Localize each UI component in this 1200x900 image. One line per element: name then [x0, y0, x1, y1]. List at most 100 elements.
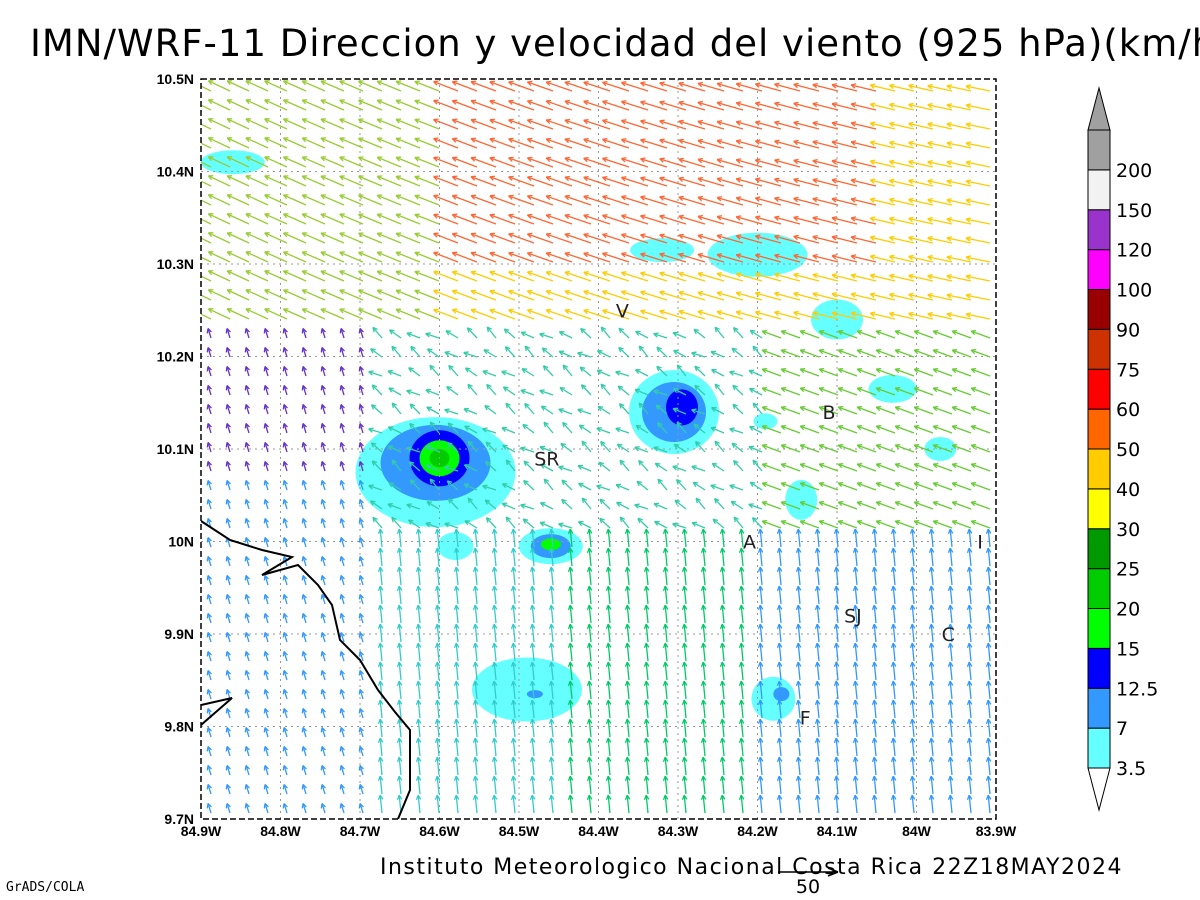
wind-vector-head — [662, 547, 669, 554]
wind-vector-head — [225, 594, 231, 600]
wind-vector — [911, 757, 915, 776]
wind-vector — [911, 719, 915, 738]
wind-vector-head — [837, 481, 844, 488]
wind-vector — [321, 651, 326, 662]
wind-vector — [856, 444, 877, 453]
wind-vector-head — [678, 233, 684, 240]
wind-vector — [946, 199, 972, 206]
wind-vector — [302, 632, 307, 643]
wind-vector-head — [434, 699, 441, 706]
wind-vector-head — [567, 604, 574, 611]
wind-vector-head — [713, 498, 720, 504]
wind-vector-head — [681, 604, 688, 611]
wind-vector-head — [795, 585, 802, 592]
wind-vector — [780, 368, 801, 377]
wind-vector-head — [508, 99, 514, 105]
wind-vector — [602, 214, 630, 225]
wind-vector — [558, 408, 573, 415]
wind-vector-head — [951, 386, 958, 393]
wind-vector — [797, 795, 801, 814]
wind-vector — [892, 757, 896, 776]
wind-vector-head — [301, 670, 307, 676]
wind-vector-head — [244, 423, 250, 429]
wind-vector — [395, 118, 421, 130]
colorbar-label: 20 — [1116, 599, 1140, 621]
wind-vector — [245, 289, 269, 301]
wind-vector-head — [894, 443, 901, 450]
wind-vector — [759, 643, 763, 662]
wind-vector-head — [799, 443, 806, 450]
wind-vector — [474, 605, 478, 624]
wind-vector-head — [558, 350, 565, 356]
wind-vector — [264, 651, 269, 662]
wind-vector — [908, 84, 934, 92]
wind-vector — [645, 624, 649, 643]
wind-vector-head — [624, 756, 631, 763]
colorbar-label: 15 — [1116, 638, 1140, 660]
wind-vector — [417, 605, 421, 624]
wind-vector-head — [472, 528, 479, 535]
wind-vector-head — [681, 585, 688, 592]
wind-vector-head — [505, 459, 512, 466]
wind-vector — [965, 104, 991, 111]
wind-vector-head — [206, 651, 212, 657]
wind-vector-head — [320, 328, 326, 334]
wind-vector — [835, 738, 839, 757]
wind-vector-head — [548, 623, 555, 630]
wind-vector-head — [793, 82, 799, 89]
wind-vector-head — [659, 100, 665, 106]
wind-vector — [302, 746, 307, 757]
wind-vector-head — [869, 292, 876, 298]
wind-vector — [702, 700, 706, 719]
wind-vector — [283, 137, 307, 149]
wind-vector — [913, 444, 934, 453]
wind-vector-head — [852, 718, 859, 725]
wind-vector — [913, 520, 934, 529]
wind-vector — [283, 689, 288, 700]
wind-vector — [302, 499, 307, 510]
wind-vector-head — [735, 291, 742, 297]
wind-vector — [245, 328, 250, 339]
wind-vector-head — [583, 175, 589, 182]
wind-vector-head — [852, 623, 859, 630]
wind-vector-head — [985, 585, 992, 592]
wind-vector — [716, 196, 744, 206]
wind-vector — [207, 442, 212, 453]
wind-vector-head — [909, 547, 916, 554]
wind-vector-head — [548, 718, 555, 725]
wind-vector-head — [301, 99, 308, 105]
wind-vector-head — [757, 623, 764, 630]
wind-vector — [692, 481, 706, 491]
wind-vector — [949, 605, 953, 624]
wind-vector — [740, 776, 744, 795]
wind-vector-head — [301, 727, 307, 733]
wind-vector — [812, 159, 839, 168]
wind-vector — [835, 681, 839, 700]
wind-vector — [264, 232, 288, 244]
wind-vector — [664, 529, 668, 548]
wind-vector-head — [358, 366, 364, 372]
wind-vector — [426, 406, 440, 415]
wind-vector — [264, 251, 288, 263]
wind-vector-head — [339, 689, 345, 695]
wind-vector-head — [545, 137, 552, 144]
wind-vector — [245, 270, 269, 282]
wind-vector-head — [678, 100, 684, 107]
wind-vector-head — [358, 727, 364, 733]
wind-vector — [245, 156, 269, 168]
wind-vector-head — [207, 232, 214, 238]
wind-vector-head — [716, 234, 723, 240]
wind-vector-head — [966, 604, 973, 611]
wind-vector — [398, 662, 402, 681]
wind-vector — [812, 197, 839, 206]
wind-vector-head — [795, 756, 802, 763]
wind-vector — [778, 776, 782, 795]
wind-vector-head — [620, 119, 627, 125]
wind-vector-head — [947, 699, 954, 706]
wind-vector — [201, 161, 212, 168]
wind-vector — [464, 425, 478, 434]
wind-vector-head — [447, 441, 453, 448]
wind-vector-head — [433, 156, 439, 162]
wind-vector-head — [409, 479, 416, 485]
wind-vector-head — [659, 81, 665, 87]
